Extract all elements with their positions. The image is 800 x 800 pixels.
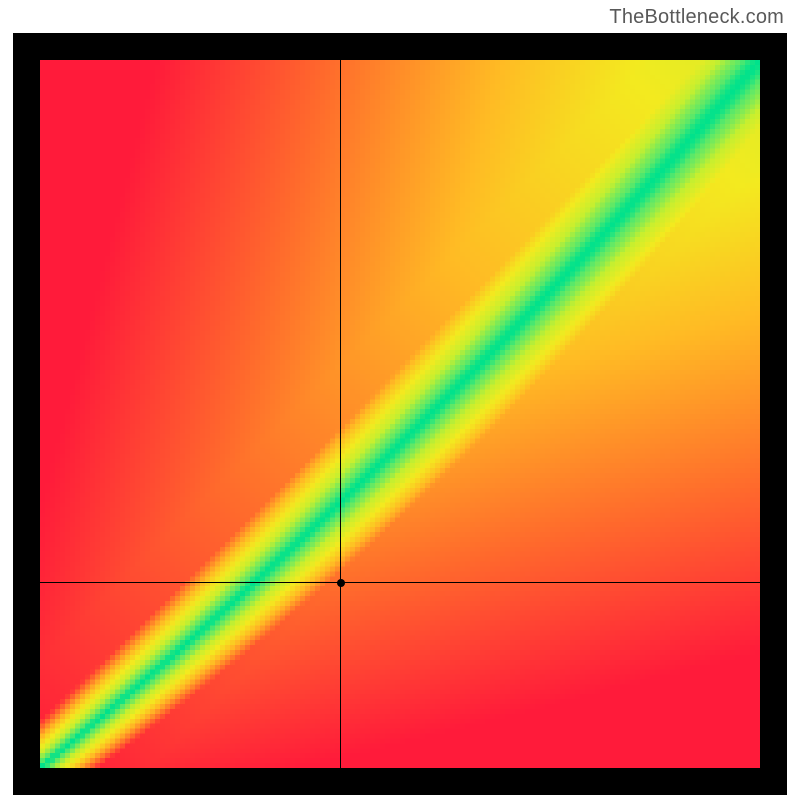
chart-container: TheBottleneck.com bbox=[0, 0, 800, 800]
crosshair-vertical bbox=[340, 60, 341, 768]
bottleneck-heatmap bbox=[40, 60, 760, 768]
crosshair-marker bbox=[337, 579, 345, 587]
watermark-text: TheBottleneck.com bbox=[609, 6, 784, 29]
crosshair-horizontal bbox=[40, 582, 760, 583]
